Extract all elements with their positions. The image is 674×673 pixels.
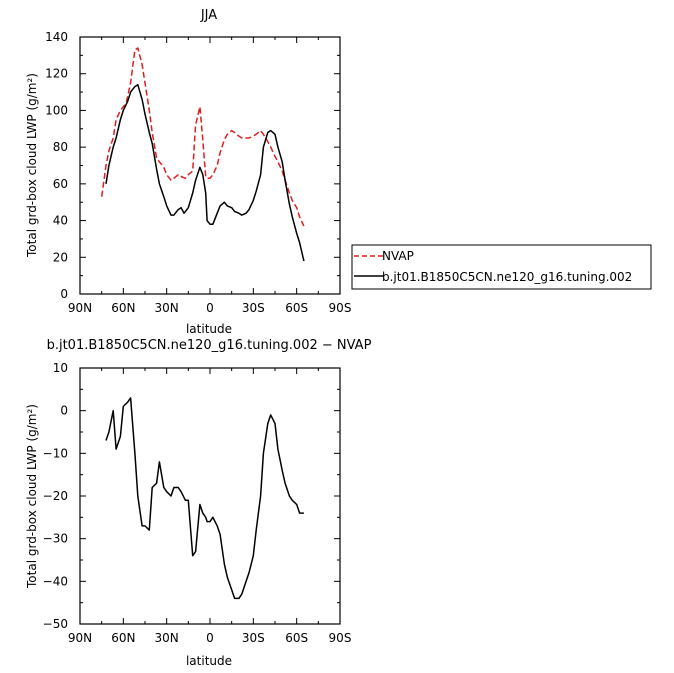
top-y-tick-label: 60 bbox=[53, 177, 68, 191]
top-plot-frame bbox=[79, 36, 341, 295]
bottom-chart-x-axis-label: latitude bbox=[186, 654, 232, 668]
top-x-tick-label: 0 bbox=[206, 301, 214, 315]
legend-label-nvap: NVAP bbox=[382, 249, 414, 263]
bottom-plot-frame bbox=[79, 367, 341, 625]
legend-label-model: b.jt01.B1850C5CN.ne120_g16.tuning.002 bbox=[382, 270, 632, 284]
bottom-series-line-model bbox=[105, 397, 304, 600]
top-x-tick-label: 90N bbox=[68, 301, 92, 315]
top-y-tick-label: 120 bbox=[45, 67, 68, 81]
bottom-x-tick-label: 90S bbox=[329, 631, 352, 645]
top-x-tick-label: 90S bbox=[329, 301, 352, 315]
bottom-x-tick-label: 30N bbox=[155, 631, 179, 645]
bottom-x-tick-label: 60S bbox=[285, 631, 308, 645]
bottom-y-tick-label: −50 bbox=[43, 617, 68, 631]
top-y-tick-label: 80 bbox=[53, 140, 68, 154]
bottom-chart: b.jt01.B1850C5CN.ne120_g16.tuning.002 − … bbox=[25, 338, 372, 668]
bottom-chart-y-axis-label: Total grd-box cloud LWP (g/m²) bbox=[25, 404, 39, 589]
bottom-y-tick-label: 0 bbox=[60, 404, 68, 418]
bottom-y-tick-label: −40 bbox=[43, 574, 68, 588]
bottom-x-tick-label: 60N bbox=[111, 631, 135, 645]
top-y-tick-label: 140 bbox=[45, 30, 68, 44]
legend-box bbox=[351, 244, 652, 290]
bottom-x-tick-label: 30S bbox=[242, 631, 265, 645]
top-y-tick-label: 40 bbox=[53, 214, 68, 228]
top-y-tick-label: 0 bbox=[60, 287, 68, 301]
bottom-chart-title: b.jt01.B1850C5CN.ne120_g16.tuning.002 − … bbox=[47, 338, 372, 353]
bottom-y-tick-label: 10 bbox=[53, 361, 68, 375]
top-x-tick-label: 60S bbox=[285, 301, 308, 315]
top-y-tick-label: 100 bbox=[45, 103, 68, 117]
bottom-y-tick-label: −20 bbox=[43, 489, 68, 503]
top-x-tick-label: 30N bbox=[155, 301, 179, 315]
bottom-x-tick-label: 90N bbox=[68, 631, 92, 645]
top-x-tick-label: 30S bbox=[242, 301, 265, 315]
top-chart-y-axis-label: Total grd-box cloud LWP (g/m²) bbox=[25, 73, 39, 258]
top-y-tick-label: 20 bbox=[53, 250, 68, 264]
top-series-line-nvap bbox=[100, 47, 305, 227]
top-chart-x-axis-label: latitude bbox=[186, 322, 232, 336]
top-series-line-model bbox=[105, 83, 305, 262]
bottom-y-tick-label: −10 bbox=[43, 446, 68, 460]
top-chart-title: JJA bbox=[200, 8, 217, 23]
top-chart: JJA Total grd-box cloud LWP (g/m²) latit… bbox=[25, 8, 652, 336]
legend: NVAP b.jt01.B1850C5CN.ne120_g16.tuning.0… bbox=[351, 244, 652, 290]
top-x-tick-label: 60N bbox=[111, 301, 135, 315]
bottom-y-tick-label: −30 bbox=[43, 532, 68, 546]
bottom-x-tick-label: 0 bbox=[206, 631, 214, 645]
